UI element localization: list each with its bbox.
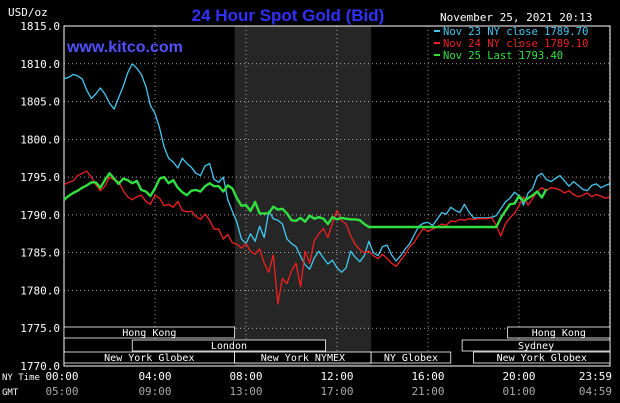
kitco-watermark: www.kitco.com: [66, 39, 183, 56]
session-rect: [63, 326, 236, 339]
session-bar: New York Globex: [63, 351, 236, 364]
session-bar: New York Globex: [473, 351, 611, 364]
shaded-band: [234, 26, 372, 366]
x-tick-label-ny: 00:00: [45, 370, 78, 383]
x-tick-label-ny: 04:00: [138, 370, 171, 383]
x-tick-label-gmt: 13:00: [229, 385, 262, 398]
session-bar: NY Globex: [370, 351, 452, 364]
date-label: November 25, 2021 20:13: [440, 11, 592, 24]
session-label: Hong Kong: [122, 328, 176, 339]
gmt-label: GMT: [2, 388, 19, 398]
x-tick-label-gmt: 04:59: [579, 385, 612, 398]
y-tick-label: 1800.0: [20, 133, 60, 146]
series-lines: [63, 63, 610, 305]
session-rect: [507, 326, 611, 339]
y-tick-label: 1810.0: [20, 58, 60, 71]
session-label: New York Globex: [497, 353, 587, 364]
y-tick-label: 1780.0: [20, 284, 60, 297]
legend-entry: Nov 24 NY close 1789.10: [443, 38, 588, 50]
legend-entry: Nov 23 NY close 1789.70: [443, 26, 588, 38]
y-tick-label: 1795.0: [20, 171, 60, 184]
session-bar: Hong Kong: [507, 326, 611, 339]
x-tick-label-ny: 08:00: [229, 370, 262, 383]
session-rect: [370, 351, 452, 364]
x-tick-label-ny: 16:00: [411, 370, 444, 383]
session-label: New York NYMEX: [261, 353, 345, 364]
session-label: NY Globex: [384, 353, 438, 364]
x-tick-label-ny: 23:59: [579, 370, 612, 383]
session-bar: New York NYMEX: [234, 351, 372, 364]
x-tick-label-gmt: 21:00: [411, 385, 444, 398]
axes: 1815.0 1810.0 1805.0 1800.0 1795.0 1790.0 1785…: [2, 20, 612, 398]
series-line-2: [63, 170, 610, 305]
session-rect: [473, 351, 611, 364]
session-rect: [131, 339, 327, 352]
chart-title: 24 Hour Spot Gold (Bid): [192, 6, 385, 25]
session-bar: London: [131, 339, 327, 352]
series-line-3: [63, 172, 548, 229]
y-tick-label: 1775.0: [20, 322, 60, 335]
y-tick-label: 1815.0: [20, 20, 60, 33]
x-tick-label-ny: 20:00: [502, 370, 535, 383]
x-tick-label-gmt: 09:00: [138, 385, 171, 398]
ny-time-label: NY Time: [2, 373, 40, 383]
session-label: New York Globex: [104, 353, 194, 364]
grid: [63, 25, 611, 367]
x-tick-label-gmt: 17:00: [320, 385, 353, 398]
session-label: Hong Kong: [532, 328, 586, 339]
y-tick-label: 1785.0: [20, 247, 60, 260]
y-tick-label: 1790.0: [20, 209, 60, 222]
session-bar: Sydney: [461, 339, 611, 352]
y-unit-label: USD/oz: [8, 6, 48, 19]
session-label: London: [211, 341, 247, 352]
session-bar: Hong Kong: [63, 326, 236, 339]
nymex-shaded-region: [234, 26, 372, 366]
session-rect: [461, 339, 611, 352]
y-tick-label: 1770.0: [20, 360, 60, 373]
x-tick-label-gmt: 05:00: [45, 385, 78, 398]
legend-entry: Nov 25 Last 1793.40: [443, 50, 563, 62]
x-tick-label-gmt: 01:00: [502, 385, 535, 398]
y-tick-label: 1805.0: [20, 96, 60, 109]
session-label: Sydney: [518, 341, 554, 352]
x-tick-label-ny: 12:00: [320, 370, 353, 383]
